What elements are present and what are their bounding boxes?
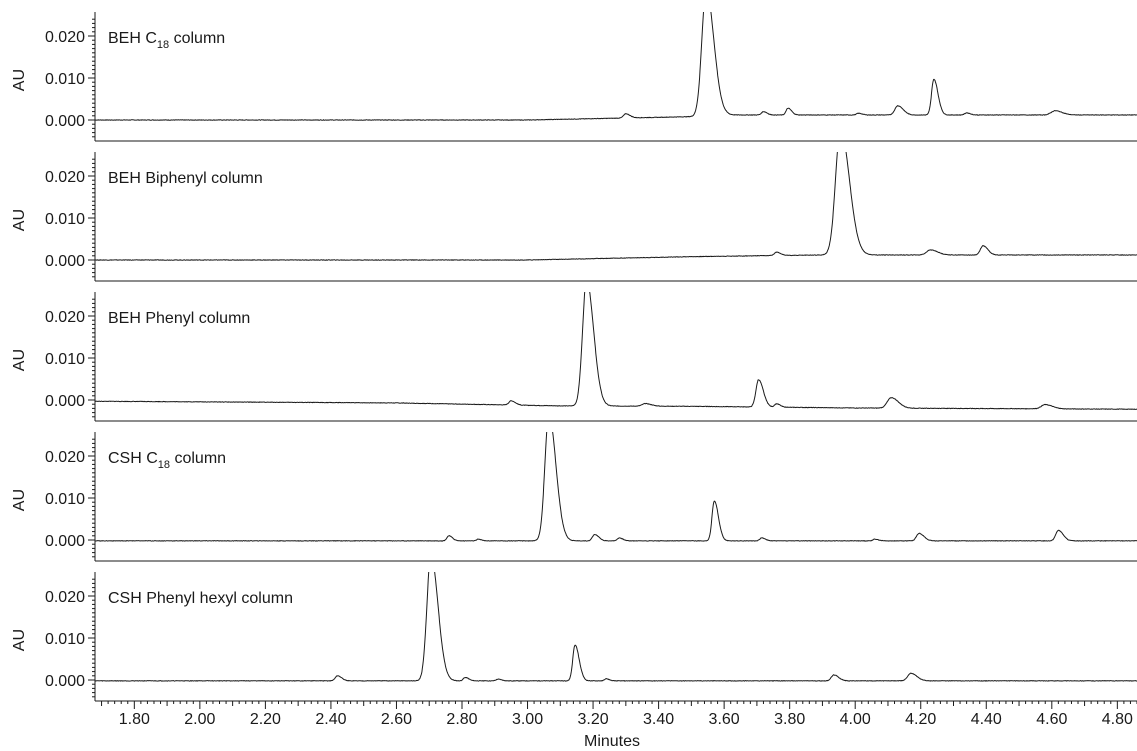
y-axis-title: AU	[11, 629, 28, 651]
x-tick-label: 4.20	[905, 711, 936, 728]
x-axis: 1.80 2.00 2.20 2.40 2.60 2.80 3.00 3.20 3.40 3.60…	[101, 701, 1137, 728]
panel-5: 0.000 0.010 0.020 AU CSH Phenyl hexyl column	[11, 572, 1137, 702]
chromatogram-trace	[95, 152, 1137, 261]
y-tick-label: 0.010	[45, 351, 85, 368]
x-tick-label: 4.40	[971, 711, 1002, 728]
panel-2: 0.000 0.010 0.020 AU BEH Biphenyl column	[11, 152, 1137, 282]
panel-label: BEH Phenyl column	[108, 310, 250, 327]
y-tick-label: 0.020	[45, 29, 85, 46]
x-tick-label: 4.80	[1102, 711, 1133, 728]
y-tick-label: 0.000	[45, 253, 85, 270]
x-tick-label: 1.80	[119, 711, 150, 728]
x-tick-label: 2.00	[184, 711, 215, 728]
x-tick-label: 4.00	[840, 711, 871, 728]
panel-1: 0.000 0.010 0.020 AU BEH C18 column	[11, 12, 1137, 142]
y-tick-label: 0.010	[45, 631, 85, 648]
y-tick-label: 0.000	[45, 673, 85, 690]
y-tick-label: 0.010	[45, 71, 85, 88]
y-tick-label: 0.000	[45, 533, 85, 550]
y-tick-label: 0.000	[45, 393, 85, 410]
x-tick-label: 2.80	[446, 711, 477, 728]
chromatogram-trace	[95, 572, 1137, 682]
x-tick-label: 4.60	[1036, 711, 1067, 728]
x-tick-label: 2.40	[315, 711, 346, 728]
x-tick-label: 2.20	[250, 711, 281, 728]
y-tick-label: 0.010	[45, 211, 85, 228]
y-tick-label: 0.010	[45, 491, 85, 508]
panel-3: 0.000 0.010 0.020 AU BEH Phenyl column	[11, 292, 1137, 422]
panel-label: CSH Phenyl hexyl column	[108, 590, 293, 607]
panel-4: 0.000 0.010 0.020 AU CSH C18 column	[11, 432, 1137, 562]
y-tick-label: 0.020	[45, 309, 85, 326]
panels-group: 0.000 0.010 0.020 AU BEH C18 column 0.000 0.01…	[11, 12, 1137, 702]
y-tick-label: 0.020	[45, 449, 85, 466]
panel-label: BEH C18 column	[108, 30, 225, 51]
chromatogram-trace	[95, 432, 1137, 542]
y-tick-label: 0.020	[45, 589, 85, 606]
y-axis-title: AU	[11, 69, 28, 91]
y-tick-label: 0.000	[45, 113, 85, 130]
y-axis-title: AU	[11, 349, 28, 371]
x-tick-label: 2.60	[381, 711, 412, 728]
x-tick-label: 3.00	[512, 711, 543, 728]
y-axis-title: AU	[11, 209, 28, 231]
chromatogram-trace	[95, 292, 1137, 410]
y-tick-label: 0.020	[45, 169, 85, 186]
x-tick-label: 3.60	[709, 711, 740, 728]
x-tick-label: 3.40	[643, 711, 674, 728]
x-tick-label: 3.80	[774, 711, 805, 728]
x-tick-label: 3.20	[577, 711, 608, 728]
x-axis-title: Minutes	[584, 733, 640, 750]
chromatogram-trace	[95, 12, 1137, 121]
y-axis-title: AU	[11, 489, 28, 511]
panel-label: BEH Biphenyl column	[108, 170, 263, 187]
panel-label: CSH C18 column	[108, 450, 226, 471]
